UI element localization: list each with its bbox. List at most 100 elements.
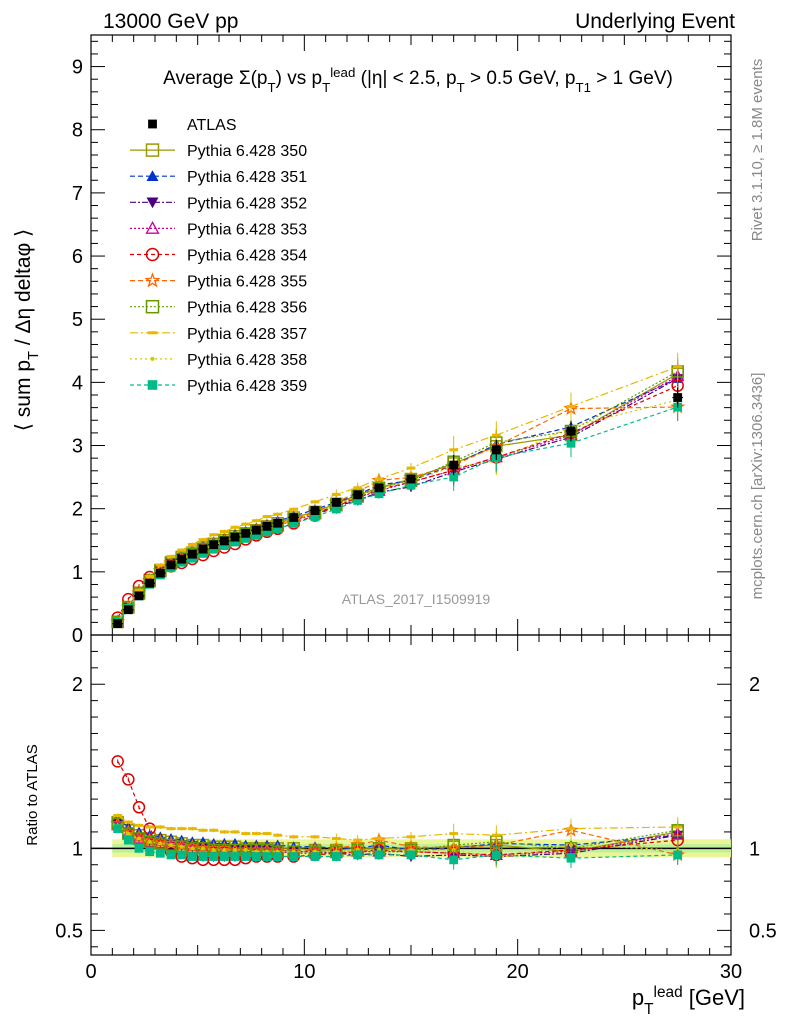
reference-point [230, 532, 240, 542]
data-point [209, 544, 219, 554]
reference-point [566, 426, 576, 436]
ratio-point [289, 852, 299, 861]
ratio-y-axis-label: Ratio to ATLAS [24, 744, 41, 845]
ratio-point [209, 828, 219, 832]
x-tick-label: 20 [507, 961, 529, 983]
ratio-point [177, 827, 187, 831]
ratio-point [155, 825, 165, 829]
y-tick-label: 4 [72, 372, 83, 394]
ratio-point [113, 824, 123, 834]
legend-entry-9: Pythia 6.428 358 [130, 352, 307, 369]
data-point [209, 533, 219, 537]
data-point [406, 480, 416, 490]
analysis-watermark: ATLAS_2017_I1509919 [342, 591, 491, 607]
reference-point [134, 591, 144, 601]
legend-label: Pythia 6.428 357 [187, 326, 307, 343]
ratio-point [310, 835, 320, 839]
legend-label: Pythia 6.428 352 [187, 195, 307, 212]
legend-label: Pythia 6.428 356 [187, 300, 307, 317]
ratio-point [187, 852, 197, 861]
data-point [374, 489, 384, 499]
reference-point [166, 560, 176, 570]
process-label: Underlying Event [575, 10, 735, 33]
ratio-point [449, 855, 459, 865]
legend-label: Pythia 6.428 355 [187, 274, 307, 291]
data-point [262, 527, 272, 537]
data-point [241, 522, 251, 526]
ratio-point [209, 852, 219, 861]
reference-point [113, 619, 123, 629]
data-point [155, 563, 165, 567]
main-panel: 0 1 2 3 4 5 6 7 8 9 [72, 34, 732, 647]
series-Pythia-6-428-351 [112, 364, 684, 626]
reference-point [251, 525, 261, 535]
main-plot-title: Average Σ(pT) vs pTlead (|η| < 2.5, pT >… [163, 65, 673, 95]
y-tick-label: 1 [72, 562, 83, 584]
ratio-point [190, 846, 195, 851]
y-tick-label: 3 [72, 436, 83, 458]
data-point [219, 529, 229, 533]
series-ATLAS [112, 387, 683, 629]
legend-marker [146, 197, 159, 209]
legend-entry-ATLAS: ATLAS [148, 117, 237, 134]
ratio-point [230, 852, 240, 861]
data-point [273, 512, 283, 516]
reference-point [331, 497, 341, 507]
data-point [673, 365, 683, 369]
reference-point [145, 578, 155, 588]
data-point [241, 534, 251, 543]
legend-label: Pythia 6.428 358 [187, 352, 307, 369]
data-point [331, 504, 341, 514]
ratio-point [374, 836, 384, 840]
y-tick-label: 1 [72, 838, 83, 860]
ratio-point [134, 823, 144, 827]
ratio-point [177, 850, 187, 860]
reference-point [449, 460, 459, 470]
series-Pythia-6-428-353 [111, 362, 685, 628]
legend-marker [146, 170, 159, 181]
legend-marker [150, 356, 155, 361]
ratio-point [251, 852, 261, 861]
data-point [449, 448, 459, 452]
series-line [117, 366, 678, 622]
reference-point [262, 521, 272, 531]
series-line [117, 370, 678, 623]
legend-label: Pythia 6.428 350 [187, 143, 307, 160]
y-tick-label: 0.5 [55, 920, 83, 942]
legend-marker [144, 272, 161, 288]
series-line [117, 373, 678, 623]
reference-point [310, 506, 320, 515]
ratio-point [179, 844, 184, 849]
legend-entry-5: Pythia 6.428 354 [130, 248, 307, 265]
data-point [166, 554, 176, 558]
x-axis-label: pTlead [GeV] [632, 984, 745, 1018]
legend-entry-4: Pythia 6.428 353 [130, 221, 307, 238]
ratio-point [198, 852, 208, 861]
legend-marker [145, 221, 160, 234]
data-point [134, 588, 144, 592]
y-tick-label: 2 [72, 499, 83, 521]
ratio-point [406, 850, 416, 860]
ratio-frame [90, 634, 732, 956]
ratio-point [262, 832, 272, 836]
data-point [491, 433, 501, 437]
reference-point [123, 605, 133, 615]
ratio-point [137, 836, 141, 841]
ratio-point [187, 827, 197, 831]
y-tick-label-right: 0.5 [749, 920, 777, 942]
data-point [198, 538, 208, 542]
reference-point [209, 540, 219, 550]
x-tick-label: 10 [293, 961, 315, 983]
ratio-line [117, 814, 678, 841]
y-tick-label-right: 2 [749, 674, 760, 696]
ratio-point [198, 828, 208, 832]
reference-point [198, 544, 208, 554]
data-point [273, 524, 283, 534]
data-point [566, 438, 576, 448]
series-Pythia-6-428-352 [112, 364, 684, 628]
reference-point [219, 536, 229, 546]
reference-point [374, 483, 384, 493]
ratio-point [569, 843, 573, 848]
ratio-point [233, 847, 237, 852]
reference-point [353, 490, 363, 500]
